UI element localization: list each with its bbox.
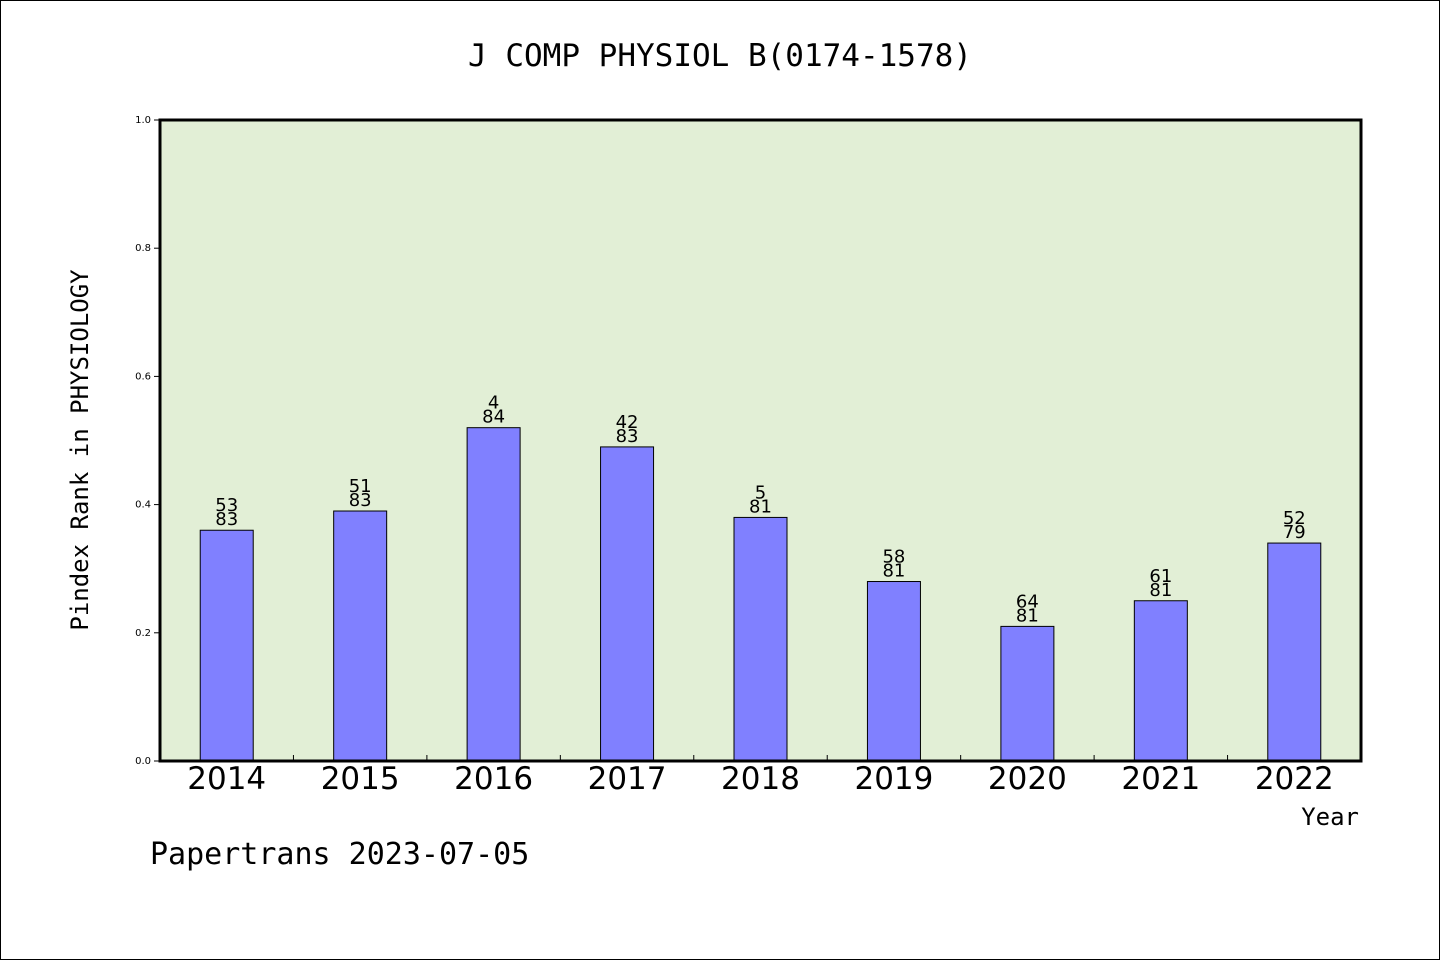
data-label-top-2014: 53 — [215, 495, 238, 516]
x-ticks-group: 2014 2015 2016 2017 2018 2019 2020 2021 2022 — [187, 755, 1334, 797]
chart-title: J COMP PHYSIOL B(0174-1578) — [468, 38, 972, 74]
data-label-bottom-2020: 81 — [1016, 605, 1039, 626]
x-axis-label: Year — [1301, 803, 1359, 831]
data-label-top-2021: 61 — [1149, 566, 1172, 587]
bar-2014 — [199, 529, 254, 762]
bar-2019 — [866, 581, 921, 762]
x-tick-label-2019: 2019 — [854, 761, 933, 797]
bar-2018 — [733, 516, 788, 762]
bar-2015 — [333, 510, 388, 762]
y-tick-label-4: 0.8 — [135, 243, 151, 254]
data-label-top-2019: 58 — [882, 547, 905, 568]
data-label-bottom-2021: 81 — [1149, 580, 1172, 601]
data-label-top-2022: 52 — [1283, 508, 1306, 529]
data-label-bottom-2017: 83 — [616, 426, 639, 447]
y-tick-label-1: 0.2 — [135, 628, 151, 639]
y-axis-label: Pindex Rank in PHYSIOLOGY — [66, 269, 94, 631]
x-tick-label-2016: 2016 — [454, 761, 533, 797]
x-tick-label-2017: 2017 — [588, 761, 667, 797]
data-label-top-2015: 51 — [349, 476, 372, 497]
x-tick-label-2014: 2014 — [187, 761, 266, 797]
y-tick-label-3: 0.6 — [135, 371, 151, 382]
plot-border — [158, 118, 1363, 763]
data-label-bottom-2016: 84 — [482, 407, 505, 428]
x-tick-label-2018: 2018 — [721, 761, 800, 797]
y-tick-label-5: 1.0 — [135, 115, 151, 126]
x-tick-label-2021: 2021 — [1121, 761, 1200, 797]
data-label-bottom-2014: 83 — [215, 509, 238, 530]
y-tick-label-2: 0.4 — [135, 500, 151, 511]
data-label-top-2018: 5 — [755, 482, 766, 503]
data-label-bottom-2018: 81 — [749, 496, 772, 517]
bar-2020 — [1000, 625, 1055, 762]
x-tick-label-2015: 2015 — [321, 761, 400, 797]
bars-group — [199, 427, 1322, 762]
footer-text: Papertrans 2023-07-05 — [150, 837, 529, 872]
bar-2016 — [466, 427, 521, 762]
bar-2022 — [1267, 542, 1322, 762]
data-label-top-2017: 42 — [616, 412, 639, 433]
x-tick-label-2022: 2022 — [1255, 761, 1334, 797]
x-tick-label-2020: 2020 — [988, 761, 1067, 797]
y-tick-label-0: 0.0 — [135, 756, 151, 767]
data-label-top-2020: 64 — [1016, 591, 1039, 612]
data-label-bottom-2019: 81 — [882, 561, 905, 582]
data-label-top-2016: 4 — [488, 393, 499, 414]
bar-2021 — [1133, 600, 1188, 762]
data-label-bottom-2022: 79 — [1283, 522, 1306, 543]
y-ticks-group: 0.0 0.2 0.4 0.6 0.8 1.0 — [135, 115, 160, 767]
data-label-bottom-2015: 83 — [349, 490, 372, 511]
bar-2017 — [600, 446, 655, 762]
